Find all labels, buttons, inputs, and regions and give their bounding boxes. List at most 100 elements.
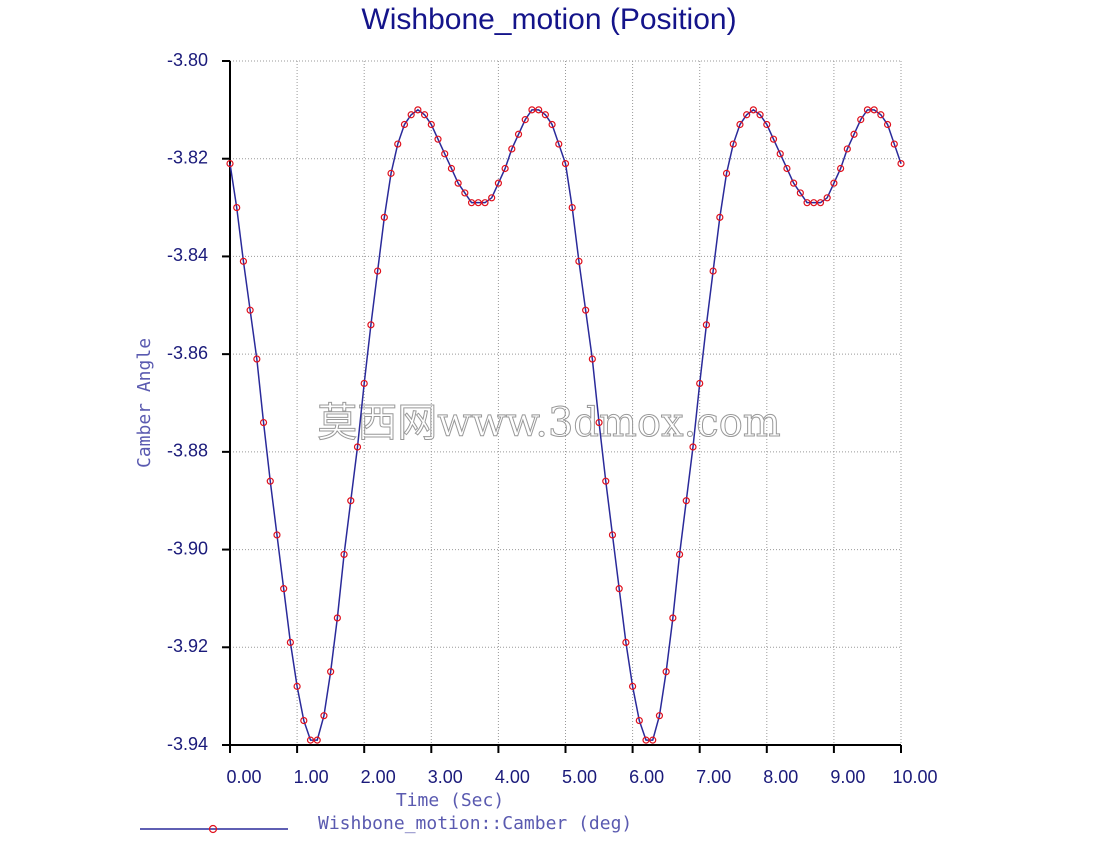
point-marker <box>669 614 677 622</box>
y-axis-label: Camber Angle <box>134 338 155 468</box>
y-tick-label: -3.94 <box>167 734 208 754</box>
point-marker <box>380 213 388 221</box>
point-marker <box>575 257 583 265</box>
x-tick-label: 0.00 <box>226 767 261 787</box>
point-marker <box>327 668 335 676</box>
point-marker <box>494 179 502 187</box>
point-marker <box>253 355 261 363</box>
x-axis-label: Time (Sec) <box>396 790 504 811</box>
point-marker <box>850 130 858 138</box>
point-marker <box>642 736 650 744</box>
point-marker <box>803 199 811 207</box>
point-marker <box>340 550 348 559</box>
point-marker <box>622 638 630 647</box>
point-marker <box>394 140 402 148</box>
point-marker <box>561 160 570 168</box>
point-marker <box>333 614 341 622</box>
point-marker <box>863 106 872 114</box>
point-marker <box>702 321 711 329</box>
point-marker <box>434 135 442 143</box>
point-marker <box>293 682 301 690</box>
point-marker <box>360 379 368 388</box>
x-tick-label: 1.00 <box>294 767 329 787</box>
point-marker <box>320 712 328 720</box>
point-marker <box>548 120 556 129</box>
legend-label: Wishbone_motion::Camber (deg) <box>318 813 632 834</box>
point-marker <box>347 497 355 505</box>
point-marker <box>441 150 449 158</box>
point-marker <box>682 497 690 505</box>
point-marker <box>467 199 476 207</box>
point-marker <box>280 585 288 593</box>
x-tick-label: 6.00 <box>629 767 664 787</box>
point-marker <box>300 716 308 725</box>
point-marker <box>696 379 704 388</box>
point-marker <box>414 106 422 114</box>
x-tick-label: 9.00 <box>830 767 865 787</box>
point-marker <box>608 531 617 539</box>
point-marker <box>447 164 456 173</box>
point-marker <box>689 443 697 451</box>
point-marker <box>823 194 831 202</box>
x-tick-label: 2.00 <box>361 767 396 787</box>
point-marker <box>675 550 684 559</box>
point-marker <box>743 111 751 119</box>
x-tick-label: 10.00 <box>892 767 937 787</box>
point-marker <box>239 257 248 265</box>
point-marker <box>769 135 778 143</box>
point-marker <box>722 169 731 177</box>
point-marker <box>568 203 576 212</box>
point-marker <box>521 116 529 124</box>
point-marker <box>810 199 818 207</box>
point-marker <box>796 189 804 197</box>
point-marker <box>514 130 523 138</box>
point-marker <box>763 120 771 129</box>
point-marker <box>501 164 509 173</box>
point-marker <box>454 179 462 187</box>
point-marker <box>535 106 543 114</box>
y-tick-label: -3.92 <box>167 636 208 656</box>
point-marker <box>233 203 241 212</box>
point-marker <box>488 194 496 202</box>
point-marker <box>266 477 274 485</box>
y-tick-label: -3.82 <box>167 147 208 167</box>
point-marker <box>259 418 268 427</box>
y-tick-label: -3.86 <box>167 343 208 363</box>
point-marker <box>655 712 664 720</box>
point-marker <box>816 199 825 207</box>
point-marker <box>374 267 382 275</box>
point-marker <box>313 736 321 744</box>
point-marker <box>857 116 865 124</box>
point-marker <box>353 443 362 451</box>
x-tick-label: 8.00 <box>763 767 798 787</box>
y-tick-label: -3.90 <box>167 538 208 558</box>
point-marker <box>662 668 670 676</box>
point-marker <box>602 477 610 485</box>
point-marker <box>716 213 724 221</box>
point-marker <box>588 355 596 363</box>
point-marker <box>528 106 536 114</box>
point-marker <box>635 716 643 725</box>
legend-marker <box>208 824 218 834</box>
point-marker <box>890 140 898 148</box>
point-marker <box>481 199 489 207</box>
point-marker <box>246 306 254 314</box>
point-marker <box>508 145 516 153</box>
point-marker <box>541 111 549 119</box>
point-marker <box>756 111 764 119</box>
y-tick-label: -3.80 <box>167 50 208 70</box>
point-marker <box>461 189 469 197</box>
point-marker <box>474 199 482 207</box>
point-marker <box>877 111 885 119</box>
point-marker <box>776 150 784 158</box>
point-marker <box>306 736 315 744</box>
x-tick-label: 7.00 <box>696 767 731 787</box>
point-marker <box>427 120 435 129</box>
point-marker <box>883 120 892 129</box>
point-marker <box>649 736 657 744</box>
point-marker <box>407 111 415 119</box>
point-marker <box>400 120 409 129</box>
point-marker <box>595 418 603 427</box>
point-marker <box>286 638 294 647</box>
